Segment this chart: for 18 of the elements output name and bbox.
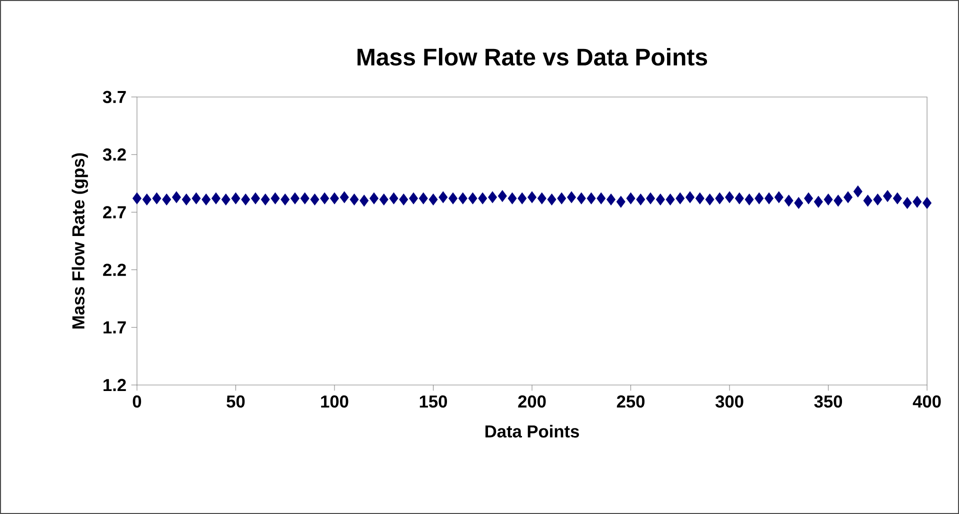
x-tick-label: 50 [226,395,245,408]
x-tick-label: 150 [420,395,447,408]
x-tick-label: 100 [321,395,348,408]
x-tick-label: 300 [715,395,744,408]
y-tick-label: 3.2 [102,148,126,161]
x-tick-label: 250 [616,395,645,408]
x-tick-label: 0 [132,395,142,408]
y-tick-label: 2.2 [103,264,126,276]
y-tick-label: 1.7 [104,321,126,334]
x-tick-label: 400 [912,395,941,408]
chart-title: Mass Flow Rate vs Data Points [358,48,708,66]
y-axis-title: Mass Flow Rate (gps) [72,153,88,328]
y-tick-label: 2.7 [103,206,126,218]
y-tick-label: 3.7 [102,90,126,104]
x-tick-label: 200 [518,395,546,408]
x-axis-title: Data Points [485,424,579,438]
x-tick-label: 350 [814,395,842,408]
y-tick-label: 1.2 [104,378,126,392]
